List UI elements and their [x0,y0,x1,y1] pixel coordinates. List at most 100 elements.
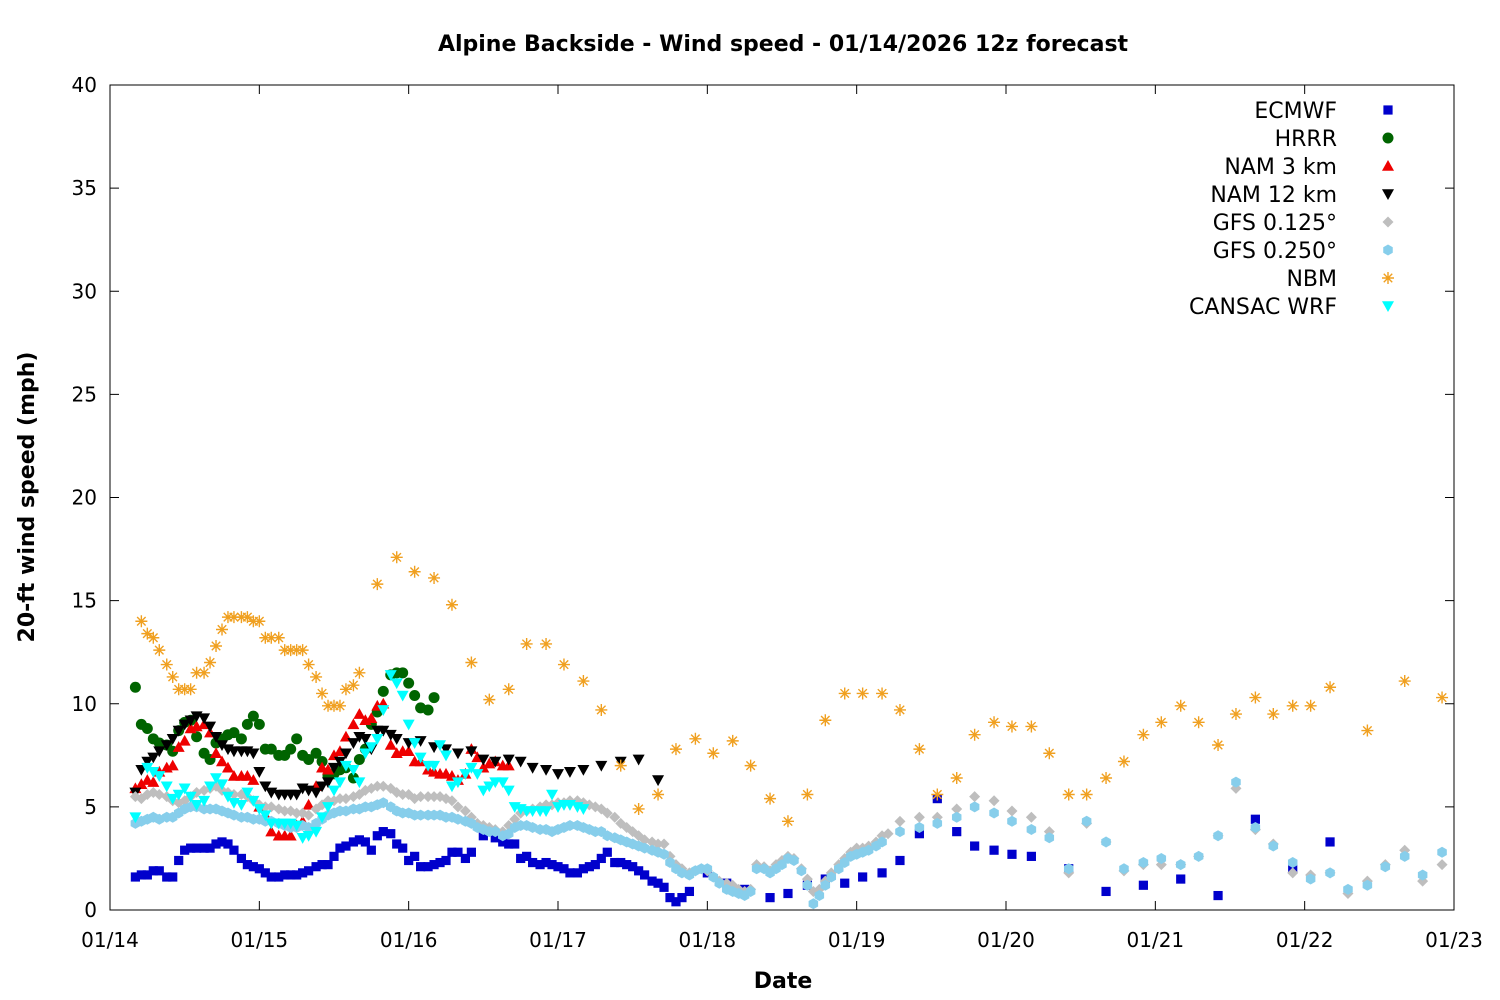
data-point [354,835,364,845]
data-point [359,734,372,745]
data-point [210,640,223,652]
data-point [1213,830,1223,842]
data-point [365,742,378,754]
data-point [653,878,663,888]
data-point [584,862,594,872]
data-point [671,897,681,907]
data-point [409,690,421,701]
data-point [451,777,464,789]
legend-label: NAM 12 km [1210,183,1337,208]
data-point [241,718,253,730]
data-point [1437,846,1447,858]
data-point [802,879,813,891]
data-point [290,789,303,801]
data-point [191,731,203,743]
data-point [259,801,271,813]
series-3 [129,711,665,801]
data-point [210,731,223,743]
data-point [216,755,228,767]
series-6 [135,551,1449,828]
data-point [410,851,420,861]
data-point [452,801,464,813]
data-point [147,631,160,644]
data-point [135,778,148,789]
data-point [1250,814,1260,824]
data-point [465,656,478,669]
data-point [291,807,303,819]
data-point [514,756,527,768]
data-point [622,860,632,870]
data-point [274,872,284,882]
data-point [1361,724,1374,737]
data-point [894,815,906,827]
data-point [833,863,844,875]
data-point [1213,890,1223,901]
data-point [147,776,160,787]
data-point [384,670,397,681]
data-point [708,871,719,883]
data-point [204,656,217,669]
data-point [1343,883,1353,895]
data-point [970,841,980,851]
x-tick-label: 01/17 [529,928,587,952]
data-point [236,853,247,864]
data-point [677,893,687,903]
data-point [510,839,520,849]
data-point [166,759,179,771]
data-point [280,870,290,880]
data-point [298,868,308,878]
data-point [198,795,211,807]
data-point [353,777,366,789]
data-point [199,843,209,853]
x-tick-label: 01/18 [679,928,737,952]
data-point [198,713,211,725]
data-point [1436,691,1449,704]
legend-label: ECMWF [1254,99,1337,124]
data-point [284,829,297,841]
data-point [553,862,563,872]
data-point [665,857,675,869]
data-point [640,870,650,880]
data-point [302,830,315,842]
data-point [217,837,227,847]
y-tick-label: 35 [72,176,97,200]
data-point [153,746,166,758]
data-point [147,767,160,778]
data-point [272,631,285,644]
data-point [198,666,211,679]
data-point [988,795,1000,807]
data-point [192,843,202,853]
data-point [445,598,458,611]
data-point [204,781,217,793]
data-point [1287,857,1298,869]
data-point [184,683,197,696]
data-point [178,783,191,795]
data-point [634,866,644,876]
data-point [423,862,433,872]
data-point [801,788,814,801]
data-point [477,754,490,766]
data-point [466,847,476,857]
data-point [504,839,514,849]
data-point [178,734,191,746]
data-point [378,797,389,809]
data-point [1304,699,1317,712]
data-point [684,886,695,897]
data-point [527,822,538,833]
legend-marker [1383,105,1393,115]
data-point [434,740,447,751]
data-point [216,779,228,791]
data-point [1192,716,1205,729]
data-point [335,843,345,853]
data-point [265,631,278,644]
data-point [540,806,553,817]
series-7 [129,670,590,844]
data-point [216,740,228,751]
legend-marker [1382,301,1394,312]
data-point [547,860,557,870]
data-point [328,762,340,774]
data-point [1399,850,1410,862]
data-point [440,744,452,756]
data-point [445,781,458,793]
data-point [932,817,943,829]
